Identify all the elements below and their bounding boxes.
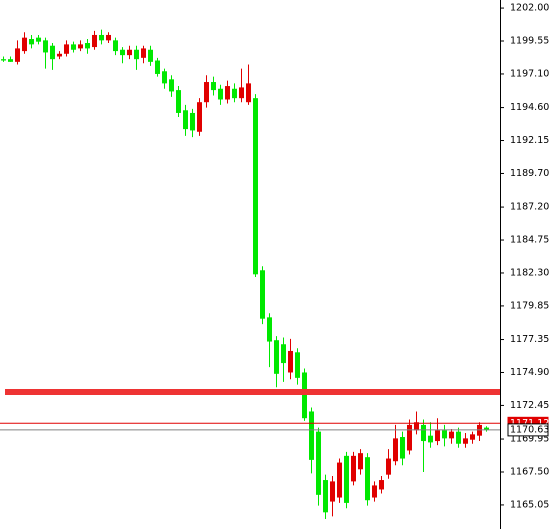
candle-body (386, 458, 391, 475)
candle-body (148, 49, 153, 62)
y-tick-label: 1197.10 (510, 68, 549, 79)
candle-body (1, 59, 6, 61)
candle-body (183, 110, 188, 130)
candle-body (120, 49, 125, 56)
candle-body (113, 40, 118, 52)
y-tick-label: 1199.55 (510, 36, 549, 47)
candle-body (470, 434, 475, 440)
candle-body (134, 49, 139, 60)
candle-body (43, 40, 48, 53)
candle-body (428, 435, 433, 443)
y-tick-label: 1182.30 (510, 267, 549, 278)
candle-body (106, 34, 111, 41)
y-tick-label: 1184.75 (510, 235, 549, 246)
candle-body (400, 437, 405, 459)
price-label: 1171.12 (510, 418, 549, 429)
candle-body (295, 352, 300, 378)
y-tick-label: 1167.50 (510, 466, 549, 477)
candle-body (379, 480, 384, 490)
candle-body (358, 453, 363, 470)
y-tick-label: 1189.70 (510, 168, 549, 179)
y-tick-label: 1177.35 (510, 334, 549, 345)
candle-body (22, 37, 27, 52)
candle-body (246, 83, 251, 103)
candle-body (232, 88, 237, 99)
candle-body (463, 438, 468, 444)
candle-body (127, 49, 132, 56)
candle-body (260, 270, 265, 319)
candle-body (442, 430, 447, 439)
candle-body (267, 317, 272, 342)
candle-body (92, 34, 97, 48)
candle-body (309, 411, 314, 460)
candle-body (435, 430, 440, 442)
candle-body (393, 438, 398, 462)
candle-body (239, 87, 244, 99)
candle-body (162, 71, 167, 84)
candle-body (316, 431, 321, 495)
candle-body (197, 102, 202, 132)
candle-body (29, 38, 34, 45)
candle-body (36, 37, 41, 42)
price-label-box (507, 423, 549, 437)
candle-body (407, 424, 412, 451)
candle-body (169, 79, 174, 92)
candle-body (218, 88, 223, 100)
y-tick-label: 1174.90 (510, 367, 549, 378)
candle-body (456, 431, 461, 444)
candle-body (365, 457, 370, 501)
candle-body (421, 424, 426, 442)
candle-body (176, 90, 181, 113)
candle-body (302, 372, 307, 419)
candle-body (99, 34, 104, 41)
candle-body (85, 43, 90, 49)
candle-body (281, 344, 286, 364)
candle-body (57, 53, 62, 57)
candle-body (344, 455, 349, 503)
candle-body (449, 431, 454, 439)
y-tick-label: 1192.15 (510, 135, 549, 146)
y-tick-label: 1172.45 (510, 400, 549, 411)
candle-body (225, 86, 230, 100)
y-tick-label: 1165.05 (510, 499, 549, 510)
candle-body (351, 455, 356, 482)
candle-body (253, 98, 258, 275)
y-tick-label: 1194.60 (510, 102, 549, 113)
candle-body (372, 485, 377, 498)
candle-body (71, 44, 76, 50)
candle-body (323, 480, 328, 513)
candle-body (190, 112, 195, 131)
candle-body (50, 45, 55, 60)
candle-body (64, 44, 69, 54)
candle-body (155, 60, 160, 74)
candle-body (211, 82, 216, 91)
candle-body (288, 350, 293, 373)
y-tick-label: 1169.95 (510, 434, 549, 445)
price-label: 1170.63 (510, 424, 549, 435)
candle-body (274, 340, 279, 374)
y-tick-label: 1187.20 (510, 202, 549, 213)
candle-body (204, 82, 209, 103)
candle-body (78, 44, 83, 49)
candle-body (8, 59, 13, 62)
candle-body (141, 48, 146, 58)
candle-body (484, 427, 489, 430)
candle-body (330, 481, 335, 502)
candle-body (15, 48, 20, 62)
y-tick-label: 1202.00 (510, 3, 549, 14)
candle-body (414, 422, 419, 431)
candle-body (337, 462, 342, 498)
y-tick-label: 1179.85 (510, 300, 549, 311)
